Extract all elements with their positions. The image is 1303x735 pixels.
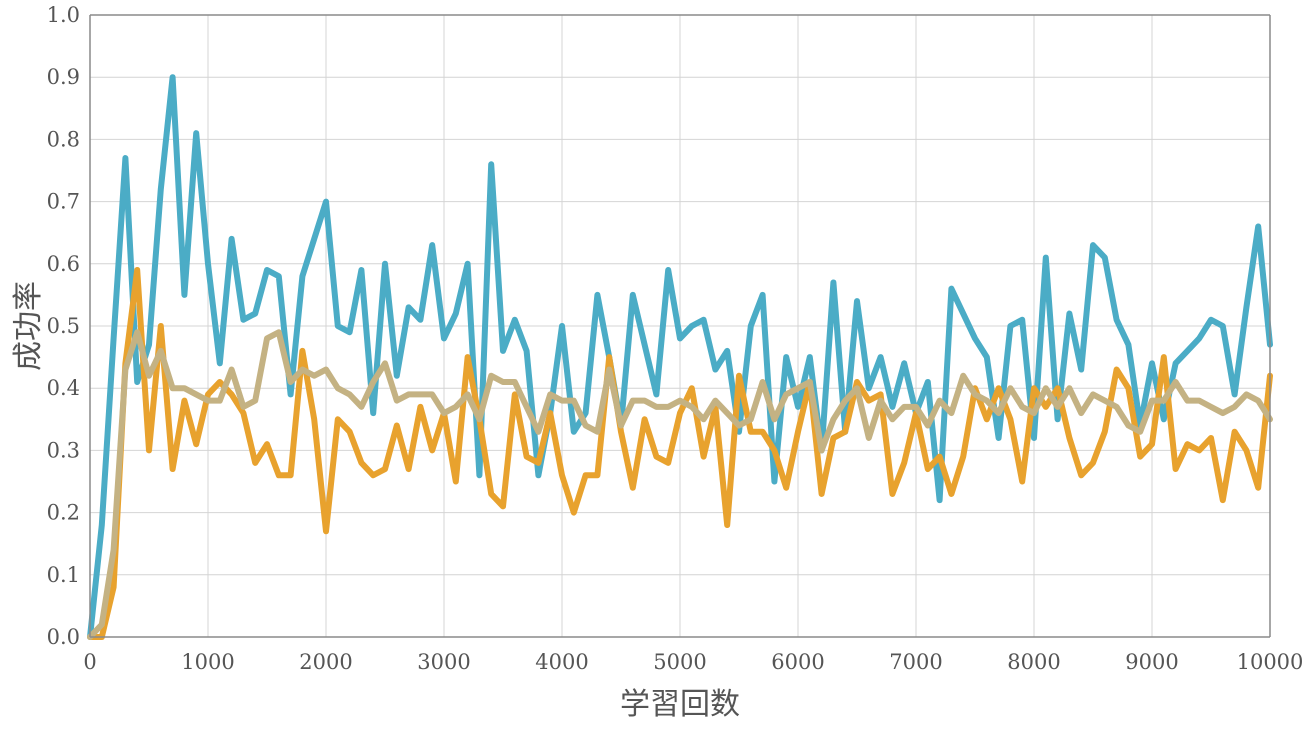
axes bbox=[89, 14, 1271, 638]
y-tick-label: 0.8 bbox=[47, 127, 80, 151]
series-line-2 bbox=[87, 267, 1273, 640]
x-tick-labels: 0 1000 2000 3000 4000 5000 6000 7000 8000 9000 100… bbox=[83, 650, 1303, 674]
y-axis-title: 成功率 bbox=[11, 281, 46, 371]
x-tick-label: 5000 bbox=[653, 650, 706, 674]
y-tick-label: 0.2 bbox=[47, 501, 80, 525]
x-axis-title: 学習回数 bbox=[620, 687, 740, 722]
y-tick-label: 0.1 bbox=[47, 563, 80, 587]
x-tick-label: 9000 bbox=[1125, 650, 1178, 674]
y-tick-label: 0.6 bbox=[47, 252, 80, 276]
x-tick-label: 4000 bbox=[535, 650, 588, 674]
series-group bbox=[87, 74, 1273, 640]
y-tick-label: 0.7 bbox=[47, 190, 80, 214]
x-tick-label: 0 bbox=[83, 650, 96, 674]
x-tick-label: 10000 bbox=[1237, 650, 1303, 674]
y-tick-label: 0.3 bbox=[47, 438, 80, 462]
y-tick-label: 0.5 bbox=[47, 314, 80, 338]
x-tick-label: 2000 bbox=[299, 650, 352, 674]
y-tick-label: 0.9 bbox=[47, 65, 80, 89]
x-tick-label: 8000 bbox=[1007, 650, 1060, 674]
y-tick-label: 1.0 bbox=[47, 3, 80, 27]
x-tick-label: 7000 bbox=[889, 650, 942, 674]
series-line-3 bbox=[87, 329, 1273, 640]
y-tick-label: 0.0 bbox=[47, 625, 80, 649]
y-tick-label: 0.4 bbox=[47, 376, 80, 400]
y-tick-labels: 0.0 0.1 0.2 0.3 0.4 0.5 0.6 0.7 0.8 0.9 1.0 bbox=[47, 3, 80, 649]
x-tick-label: 6000 bbox=[771, 650, 824, 674]
x-tick-label: 1000 bbox=[181, 650, 234, 674]
x-tick-label: 3000 bbox=[417, 650, 470, 674]
